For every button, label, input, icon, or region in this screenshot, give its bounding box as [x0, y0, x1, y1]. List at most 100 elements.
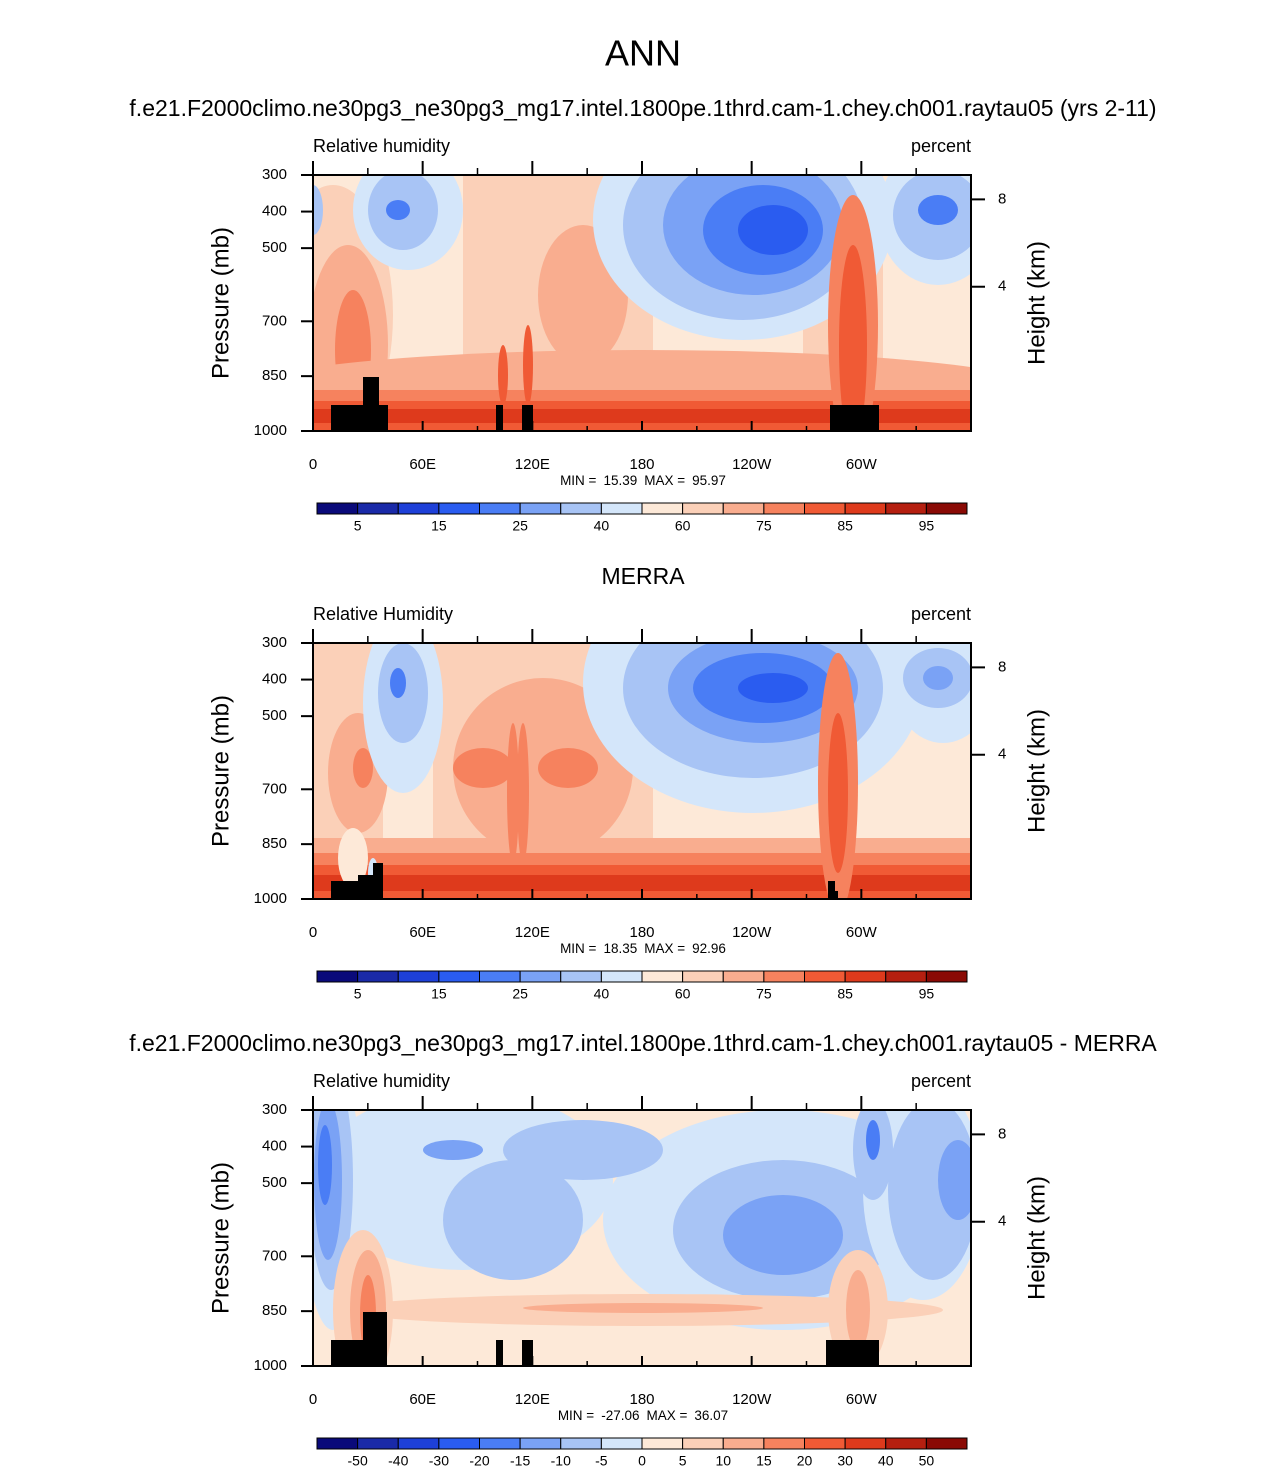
x-tick-label: 60W [846, 456, 878, 473]
colorbar-label: -30 [429, 1453, 449, 1469]
colorbar-box [763, 502, 805, 515]
colorbar-label: 60 [675, 986, 691, 1002]
panel-title: f.e21.F2000climo.ne30pg3_ne30pg3_mg17.in… [129, 95, 1156, 121]
topography [826, 1340, 879, 1366]
colorbar-box [479, 502, 521, 515]
colorbar-box [397, 1437, 440, 1450]
y-axis-label: Pressure (mb) [207, 227, 234, 379]
left-string: Relative Humidity [313, 604, 453, 624]
min: 15.39 [603, 473, 637, 488]
colorbar-box [844, 1437, 887, 1450]
topography [522, 1340, 533, 1366]
x-tick-label: 60E [409, 456, 436, 473]
y-tick-label: 400 [262, 1138, 287, 1155]
colorbar-label: 30 [837, 1453, 853, 1469]
min-label: MIN = [560, 473, 596, 488]
colorbar-box [763, 1437, 805, 1450]
topography [496, 405, 503, 431]
figure-title: ANN [605, 33, 681, 74]
y2-tick-label: 8 [998, 190, 1006, 207]
colorbar-box [925, 502, 968, 515]
colorbar-label: -20 [469, 1453, 489, 1469]
colorbar-label: 0 [638, 1453, 646, 1469]
colorbar-label: 25 [512, 518, 528, 534]
colorbar-box [479, 1437, 521, 1450]
contour-region [313, 185, 323, 235]
y-tick-label: 850 [262, 367, 287, 384]
x-tick-label: 120W [732, 1391, 772, 1408]
colorbar-label: 75 [756, 986, 772, 1002]
y-axis-label: Pressure (mb) [207, 1162, 234, 1314]
contour-region [423, 1140, 483, 1160]
colorbar-label: 5 [679, 1453, 687, 1469]
topography [496, 1340, 503, 1366]
x-tick-label: 0 [309, 924, 317, 941]
colorbar-label: 95 [919, 986, 935, 1002]
y-tick-label: 400 [262, 671, 287, 688]
colorbar-label: 40 [594, 986, 610, 1002]
panel-title: f.e21.F2000climo.ne30pg3_ne30pg3_mg17.in… [129, 1030, 1157, 1056]
y2-tick-label: 4 [998, 1213, 1006, 1230]
min-max: MIN = 18.35 MAX = 92.96 [560, 941, 726, 956]
contour-region [507, 723, 519, 863]
colorbar-label: -10 [551, 1453, 571, 1469]
colorbar-box [641, 970, 684, 983]
topography [828, 881, 835, 899]
colorbar-box [925, 1437, 968, 1450]
colorbar-box [560, 1437, 602, 1450]
colorbar-label: -40 [388, 1453, 408, 1469]
colorbar-box [885, 502, 927, 515]
min: -27.06 [601, 1408, 639, 1423]
colorbar-label: -15 [510, 1453, 530, 1469]
colorbar-box [357, 502, 399, 515]
y-tick-label: 700 [262, 1247, 287, 1264]
colorbar-box [316, 970, 359, 983]
contour-region [918, 195, 958, 225]
contour-region [313, 409, 971, 423]
colorbar-label: 95 [919, 518, 935, 534]
colorbar-label: 50 [919, 1453, 935, 1469]
topography [830, 405, 879, 431]
contour-region [390, 668, 406, 698]
topography [331, 405, 388, 431]
colorbar-label: 15 [431, 986, 447, 1002]
min-max: MIN = -27.06 MAX = 36.07 [558, 1408, 728, 1423]
left-string: Relative humidity [313, 136, 450, 156]
y-tick-label: 500 [262, 239, 287, 256]
colorbar-box [641, 1437, 684, 1450]
y-tick-label: 300 [262, 1101, 287, 1118]
colorbar-label: 85 [837, 518, 853, 534]
y-tick-label: 1000 [254, 890, 287, 907]
contour-region [338, 828, 368, 888]
contour-region [866, 1120, 880, 1160]
right-string: percent [911, 1071, 971, 1091]
left-string: Relative humidity [313, 1071, 450, 1091]
contour-region [453, 748, 513, 788]
colorbar-label: 85 [837, 986, 853, 1002]
colorbar-box [885, 1437, 927, 1450]
colorbar-box [844, 970, 887, 983]
colorbar-box [925, 970, 968, 983]
x-tick-label: 180 [629, 456, 654, 473]
contour-region [738, 673, 808, 703]
contour-region [723, 1195, 843, 1275]
colorbar-box [438, 1437, 480, 1450]
x-tick-label: 180 [629, 924, 654, 941]
colorbar-label: 25 [512, 986, 528, 1002]
contour-region [523, 1303, 763, 1313]
colorbar-box [641, 502, 684, 515]
y2-axis-label: Height (km) [1023, 709, 1050, 833]
colorbar-box [804, 970, 846, 983]
colorbar-label: 10 [715, 1453, 731, 1469]
max-label: MAX = [644, 941, 685, 956]
y2-axis-label: Height (km) [1023, 241, 1050, 365]
min-max: MIN = 15.39 MAX = 95.97 [560, 473, 726, 488]
topography [331, 881, 361, 899]
panel-title: MERRA [601, 563, 685, 589]
colorbar-box [804, 502, 846, 515]
max-label: MAX = [646, 1408, 687, 1423]
contour-field [313, 175, 971, 431]
colorbar-label: -5 [595, 1453, 608, 1469]
colorbar-box [357, 1437, 399, 1450]
